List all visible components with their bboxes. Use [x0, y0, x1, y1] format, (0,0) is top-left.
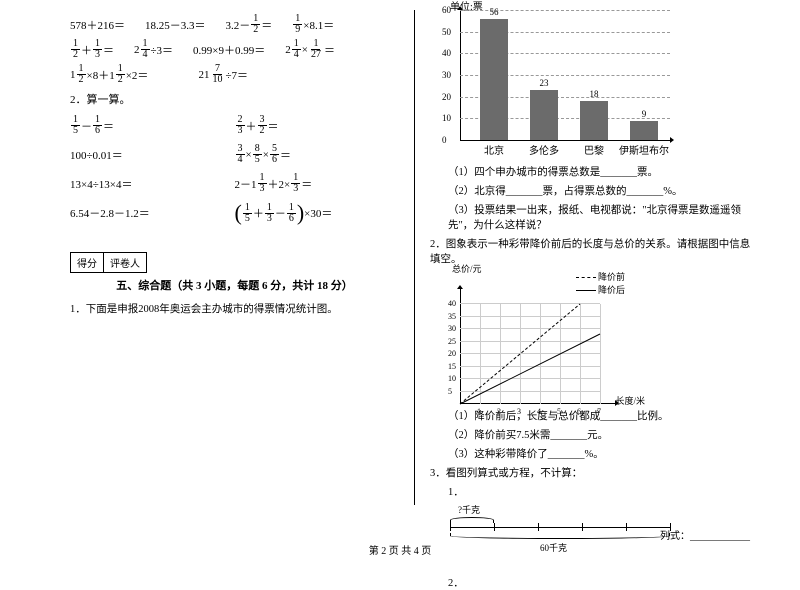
- score-label: 得分: [71, 253, 104, 272]
- expr: 578＋216＝: [70, 14, 125, 35]
- seg-line: [450, 527, 670, 528]
- line-chart: 降价前 降价后 总价/元 长度/米 1234567510152025303540: [460, 274, 630, 404]
- q1-sub1: （1）四个申办城市的得票总数是_______票。: [448, 164, 760, 179]
- expr: 6.54－2.8－1.2＝: [70, 202, 215, 224]
- lc-y-label: 总价/元: [452, 262, 482, 275]
- top-label: ?千克: [458, 503, 480, 516]
- x-axis: [460, 140, 670, 141]
- bar-label: 北京: [469, 142, 519, 157]
- q5-1: 1．下面是申报2008年奥运会主办城市的得票情况统计图。: [70, 301, 399, 316]
- y-tick: 20: [442, 92, 451, 102]
- q3: 3．看图列算式或方程，不计算：: [430, 465, 760, 480]
- expr: 23＋32＝: [235, 115, 380, 136]
- bar-label: 伊斯坦布尔: [619, 142, 669, 157]
- q3-2: 2．: [448, 575, 760, 590]
- chart-lines: [460, 304, 600, 404]
- expr: 100÷0.01＝: [70, 144, 215, 165]
- expr: 15－16＝: [70, 115, 215, 136]
- q2-sub3: （3）这种彩带降价了_______%。: [448, 446, 760, 461]
- expr: 13×4÷13×4＝: [70, 173, 215, 194]
- q1-sub2: （2）北京得_______票，占得票总数的_______%。: [448, 183, 760, 198]
- brace-bottom: [450, 533, 670, 539]
- q2-sub2: （2）降价前买7.5米需_______元。: [448, 427, 760, 442]
- y-axis-label: 单位:票: [450, 0, 483, 13]
- bar: 18: [580, 101, 608, 140]
- bar-chart: 单位:票 010203040506056北京23多伦多18巴黎9伊斯坦布尔: [460, 10, 690, 160]
- expr: 2－113＋2×13＝: [235, 173, 380, 194]
- expr: 214÷3＝: [134, 39, 173, 60]
- legend: 降价前 降价后: [576, 270, 625, 296]
- bar-label: 多伦多: [519, 142, 569, 157]
- expr: 112×8＋112×2＝: [70, 64, 148, 85]
- bar-label: 巴黎: [569, 142, 619, 157]
- q1-sub3: （3）投票结果一出来，报纸、电视都说："北京得票是数遥遥领先"，为什么这样说？: [448, 202, 760, 232]
- bar: 56: [480, 19, 508, 140]
- expr: 34×85×56＝: [235, 144, 380, 165]
- expr: 18.25－3.3＝: [145, 14, 206, 35]
- q2-label: 2．算一算。: [70, 91, 399, 107]
- grader-label: 评卷人: [104, 253, 146, 272]
- section-5-title: 五、综合题（共 3 小题，每题 6 分，共计 18 分）: [70, 277, 399, 293]
- expr: 0.99×9＋0.99＝: [193, 39, 265, 60]
- q3-1: 1．: [448, 484, 760, 499]
- expr: 19×8.1＝: [292, 14, 334, 35]
- expr: 3.2－12＝: [226, 14, 273, 35]
- brace-top: [450, 517, 494, 523]
- score-box: 得分 评卷人: [70, 252, 147, 273]
- y-tick: 50: [442, 27, 451, 37]
- expr: 21710÷7＝: [198, 64, 248, 85]
- lc-x-label: 长度/米: [615, 394, 645, 407]
- page-footer: 第 2 页 共 4 页: [0, 542, 800, 557]
- expr: 12＋13＝: [70, 39, 114, 60]
- y-tick: 0: [442, 135, 447, 145]
- expr: 214×127＝: [285, 39, 335, 60]
- y-tick: 10: [442, 113, 451, 123]
- y-tick: 30: [442, 70, 451, 80]
- formula-label: 列式：____________: [660, 527, 750, 542]
- bar: 23: [530, 90, 558, 140]
- y-tick: 60: [442, 5, 451, 15]
- expr: (15＋13－16)×30＝: [235, 202, 380, 224]
- q2-sub1: （1）降价前后，长度与总价都成_______比例。: [448, 408, 760, 423]
- y-tick: 40: [442, 48, 451, 58]
- bar: 9: [630, 121, 658, 141]
